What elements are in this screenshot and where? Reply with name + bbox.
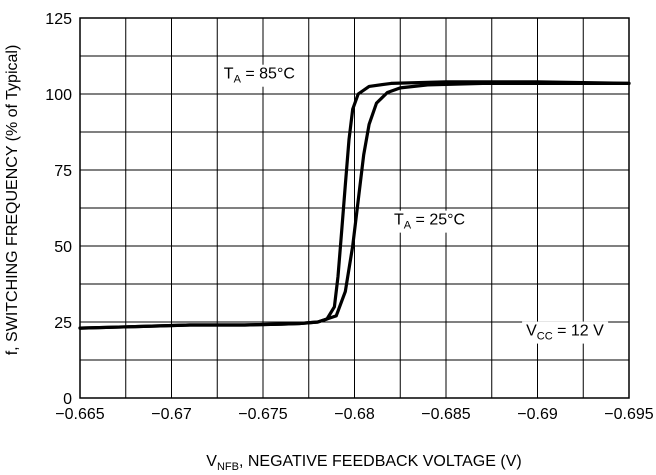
annotation: TA = 25°C (389, 210, 470, 233)
x-tick-label: −0.685 (421, 406, 470, 423)
annotation: TA = 85°C (219, 64, 299, 87)
annotation-text: TA = 25°C (394, 212, 465, 232)
annotation-text: TA = 85°C (224, 66, 295, 86)
series-layer (78, 80, 631, 330)
x-tick-label: −0.69 (517, 406, 558, 423)
tick-layer: −0.665 −0.67 −0.675 −0.68 −0.685 −0.69 −0.695 0… (45, 11, 653, 423)
y-tick-label: 125 (45, 11, 72, 28)
annotation: VCC = 12 V (522, 321, 609, 344)
annotation-sub: CC (537, 331, 553, 343)
y-tick-label: 25 (54, 315, 72, 332)
y-tick-label: 50 (54, 239, 72, 256)
x-tick-label: −0.665 (55, 406, 104, 423)
annotation-rest: = 25°C (411, 212, 465, 229)
x-tick-label: −0.695 (604, 406, 653, 423)
annotation-sub: A (234, 74, 242, 86)
series-line-2 (78, 81, 631, 330)
plot-frame (79, 17, 630, 399)
x-axis-label: VNFB, NEGATIVE FEEDBACK VOLTAGE (V) (206, 453, 521, 473)
x-axis-label-sub: NFB (217, 461, 239, 473)
x-axis-label-main: V (206, 453, 217, 470)
annotation-rest: = 12 V (553, 323, 604, 340)
annotation-rest: = 85°C (241, 66, 295, 83)
annotation-background (389, 210, 470, 233)
x-axis-label-rest: , NEGATIVE FEEDBACK VOLTAGE (V) (239, 453, 522, 470)
x-tick-label: −0.67 (151, 406, 192, 423)
y-axis-label: f, SWITCHING FREQUENCY (% of Typical) (4, 45, 21, 356)
annotation-main: T (394, 212, 404, 229)
y-tick-label: 100 (45, 87, 72, 104)
annotation-main: T (224, 66, 234, 83)
x-tick-label: −0.675 (238, 406, 287, 423)
annotation-main: V (526, 323, 537, 340)
annotation-background (522, 321, 609, 344)
y-tick-label: 75 (54, 163, 72, 180)
annotation-text: VCC = 12 V (526, 323, 604, 343)
x-tick-label: −0.68 (334, 406, 375, 423)
annotation-background (219, 64, 299, 87)
annotation-sub: A (404, 220, 412, 232)
y-tick-label: 0 (63, 391, 72, 408)
